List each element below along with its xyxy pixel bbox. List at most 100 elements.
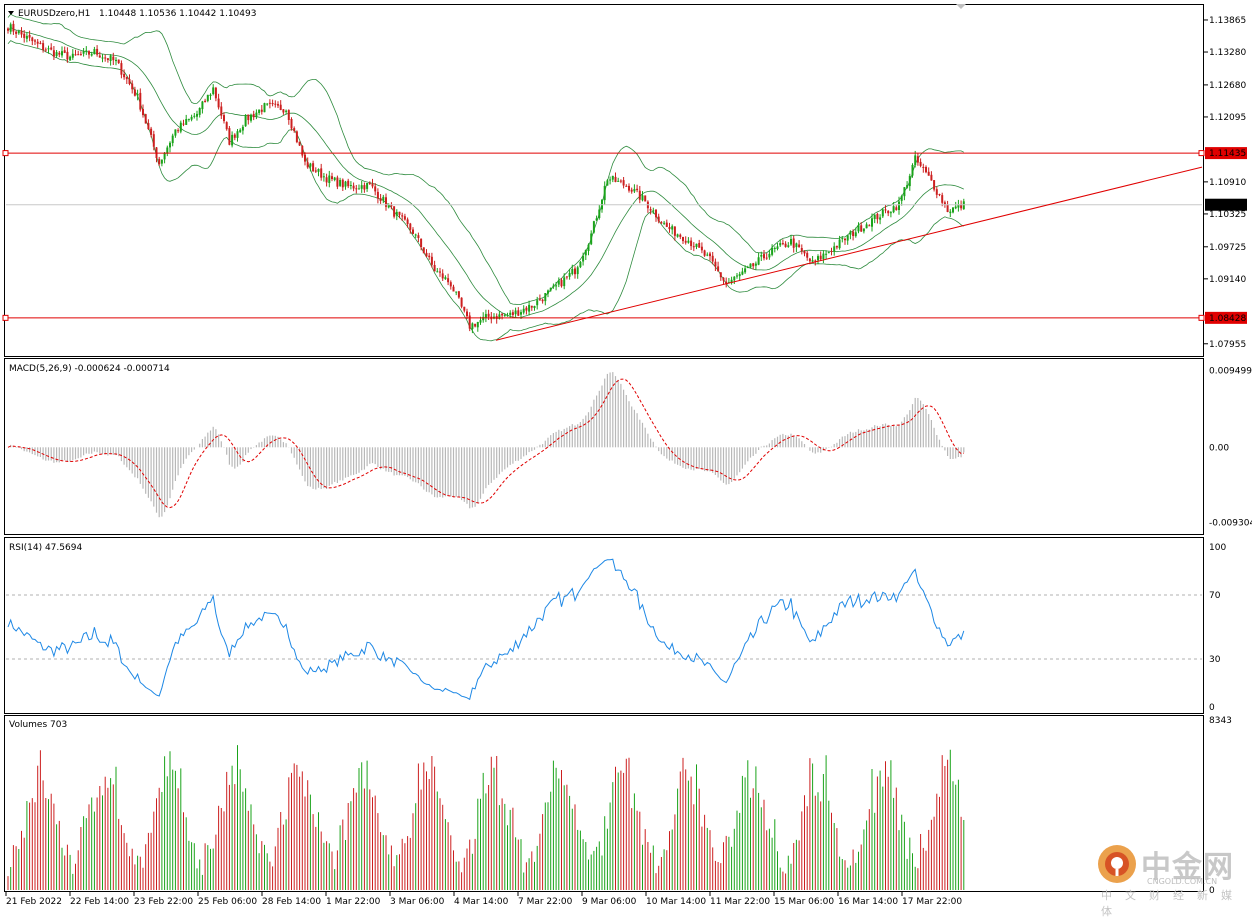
candle-body <box>406 219 409 224</box>
candle-body <box>309 163 312 167</box>
macd-axis-label: -0.009304 <box>1209 519 1252 529</box>
time-axis-label: 11 Mar 22:00 <box>710 897 770 907</box>
candle-body <box>579 261 582 268</box>
candle-body <box>695 243 698 247</box>
candle-body <box>287 110 290 120</box>
level-price-tag: 1.08428 <box>1209 314 1246 324</box>
candle-body <box>204 100 207 102</box>
candle-body <box>298 141 301 146</box>
candle-body <box>258 109 261 113</box>
candle-body <box>841 238 844 240</box>
price-axis-label: 1.09140 <box>1209 275 1246 285</box>
candle-body <box>341 179 344 188</box>
candle-body <box>409 223 412 230</box>
candle-body <box>147 123 150 129</box>
candle-body <box>93 49 96 55</box>
candle-body <box>185 119 188 125</box>
candle-body <box>671 226 674 230</box>
candle-body <box>260 109 263 112</box>
candle-body <box>460 297 463 307</box>
candle-body <box>530 305 533 308</box>
candle-body <box>757 257 760 265</box>
time-axis-label: 7 Mar 22:00 <box>518 897 573 907</box>
candle-body <box>544 293 547 302</box>
candle-body <box>881 209 884 217</box>
candle-body <box>709 253 711 257</box>
candle-body <box>166 147 169 154</box>
level-handle-left[interactable] <box>2 150 9 157</box>
candle-body <box>795 243 798 248</box>
level-handle-left[interactable] <box>2 314 9 321</box>
candle-body <box>749 263 752 268</box>
candle-body <box>711 255 714 262</box>
candle-body <box>660 222 663 224</box>
candle-body <box>290 119 293 129</box>
level-handle-right[interactable] <box>1198 150 1205 157</box>
candle-body <box>773 248 776 249</box>
candle-body <box>595 218 598 221</box>
candle-body <box>819 255 822 260</box>
candle-body <box>217 98 220 108</box>
candle-body <box>136 93 139 96</box>
volume-panel[interactable] <box>4 715 1204 892</box>
candle-body <box>371 183 374 187</box>
candle-body <box>9 24 12 32</box>
candle-body <box>101 57 104 59</box>
candle-body <box>274 103 277 105</box>
candle-body <box>808 258 811 262</box>
candle-body <box>282 109 285 113</box>
candle-body <box>247 114 250 121</box>
trendline[interactable] <box>495 166 1203 341</box>
candle-body <box>160 159 163 164</box>
candle-body <box>630 189 633 192</box>
rsi-panel[interactable] <box>4 537 1204 714</box>
candle-body <box>862 228 865 232</box>
candle-body <box>104 57 107 59</box>
candle-body <box>730 279 733 283</box>
candle-body <box>879 217 882 220</box>
candle-body <box>760 255 763 257</box>
candle-body <box>873 214 876 219</box>
candle-body <box>552 285 555 288</box>
candle-body <box>182 123 185 125</box>
candle-body <box>876 213 879 220</box>
candle-body <box>725 281 728 284</box>
price-panel[interactable] <box>4 4 1204 357</box>
candle-body <box>36 41 39 44</box>
candle-body <box>85 50 88 52</box>
candle-body <box>228 128 231 145</box>
candle-body <box>15 31 18 34</box>
candle-body <box>814 260 817 262</box>
candle-body <box>644 195 647 202</box>
candle-body <box>952 207 954 213</box>
candle-body <box>884 209 887 211</box>
candle-body <box>584 250 587 256</box>
candle-body <box>898 201 900 210</box>
candle-body <box>187 118 190 120</box>
candle-body <box>403 216 406 220</box>
candle-body <box>871 218 873 227</box>
candle-body <box>617 180 620 182</box>
chart-shift-icon[interactable] <box>956 4 966 9</box>
time-axis-label: 23 Feb 22:00 <box>134 897 193 907</box>
candle-body <box>852 231 855 236</box>
rsi-label: RSI(14) 47.5694 <box>9 543 82 553</box>
symbol-dropdown-icon[interactable] <box>8 11 14 15</box>
bollinger-upper-band <box>7 13 964 305</box>
candle-body <box>77 54 80 56</box>
candle-body <box>514 310 517 315</box>
rsi-axis-label: 70 <box>1209 591 1221 601</box>
level-handle-right[interactable] <box>1198 314 1205 321</box>
macd-signal-line <box>7 378 964 509</box>
candle-body <box>549 287 552 291</box>
candle-body <box>522 308 525 313</box>
candle-body <box>911 165 914 176</box>
candle-body <box>358 188 360 190</box>
candle-body <box>827 252 830 254</box>
candle-body <box>42 43 45 50</box>
macd-panel[interactable] <box>4 358 1204 535</box>
candle-body <box>244 115 247 127</box>
candle-body <box>17 31 20 34</box>
candle-body <box>385 197 387 207</box>
